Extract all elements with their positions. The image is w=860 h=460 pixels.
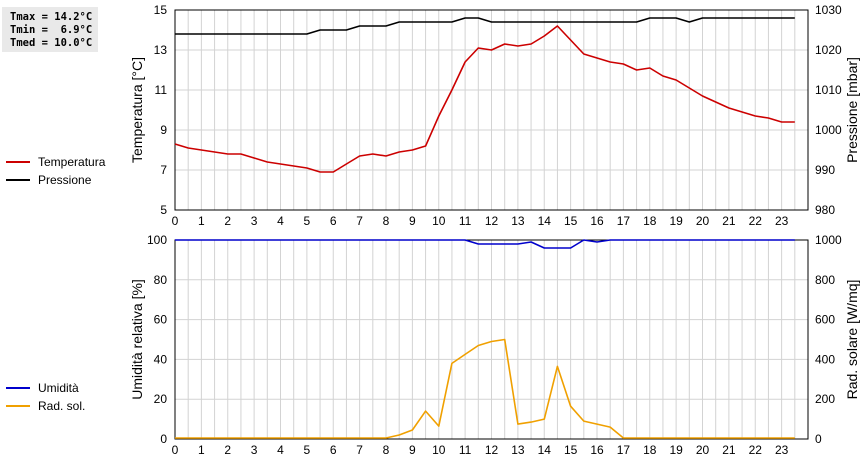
stats-box: Tmax = 14.2°C Tmin = 6.9°C Tmed = 10.0°C [2,7,98,52]
chart1-x-tick-label: 18 [643,214,657,228]
chart1-y-right-tick-label: 990 [815,163,835,177]
chart1-x-tick-label: 5 [304,214,311,228]
tmax-stat: Tmax = 14.2°C [10,11,93,23]
chart2-x-tick-label: 17 [617,443,631,457]
chart2-x-tick-label: 22 [749,443,763,457]
chart1-y-left-tick-label: 13 [154,43,168,57]
chart1-x-tick-label: 11 [459,214,472,228]
chart2-x-tick-label: 9 [409,443,416,457]
chart1-x-tick-label: 7 [356,214,363,228]
chart2-x-tick-label: 0 [172,443,179,457]
chart1-y-left-tick-label: 7 [160,163,167,177]
legend-umidit-label: Umidità [38,381,79,395]
chart1-y-left-title: Temperatura [°C] [129,57,145,163]
chart1-y-right-title: Pressione [mbar] [844,57,860,163]
chart2-y-right-tick-label: 0 [815,432,822,446]
chart1-pressione-line [175,17,795,35]
chart2-x-tick-label: 2 [224,443,231,457]
chart2-x-tick-label: 6 [330,443,337,457]
chart2-y-right-tick-label: 1000 [815,233,842,247]
legend-pressione-label: Pressione [38,173,92,187]
chart2-x-tick-label: 12 [485,443,499,457]
chart2-x-tick-label: 8 [383,443,390,457]
chart2-y-left-tick-label: 80 [154,273,168,287]
chart1-y-right-tick-label: 1020 [815,43,842,57]
chart1-x-tick-label: 9 [409,214,416,228]
chart2-plot-frame [174,239,809,440]
chart2-y-right-title: Rad. solare [W/mq] [844,280,860,400]
chart2-x-tick-label: 15 [564,443,578,457]
chart1-plot-frame [174,9,809,211]
chart2-y-right-tick-label: 200 [815,392,835,406]
chart1-y-left-tick-label: 11 [155,83,168,97]
chart1-x-tick-label: 16 [590,214,604,228]
chart1-x-tick-label: 20 [696,214,710,228]
chart2-x-tick-label: 5 [304,443,311,457]
chart2-x-tick-label: 23 [775,443,789,457]
tmin-stat: Tmin = 6.9°C [10,24,93,36]
chart2-y-left-tick-label: 0 [160,432,167,446]
chart1-x-tick-label: 10 [432,214,446,228]
chart2-y-right-tick-label: 400 [815,352,835,366]
chart1-x-tick-label: 22 [749,214,763,228]
chart1-x-tick-label: 4 [277,214,284,228]
chart2-y-left-tick-label: 100 [147,233,167,247]
chart2-x-tick-label: 18 [643,443,657,457]
chart1-x-tick-label: 15 [564,214,578,228]
chart1-x-tick-label: 19 [669,214,683,228]
chart1-x-tick-label: 0 [172,214,179,228]
chart2-y-right-tick-label: 800 [815,273,835,287]
chart2-y-left-tick-label: 20 [154,392,168,406]
chart1-y-right-tick-label: 1030 [815,3,842,17]
tmed-stat: Tmed = 10.0°C [10,37,93,49]
legend-rad-sol-label: Rad. sol. [38,399,85,413]
chart1-x-tick-label: 12 [485,214,499,228]
chart1-y-right-tick-label: 1000 [815,123,842,137]
legend-temperatura-label: Temperatura [38,155,106,169]
chart2-x-tick-label: 21 [722,443,736,457]
chart1-x-tick-label: 21 [722,214,736,228]
chart2-x-tick-label: 7 [356,443,363,457]
chart2-x-tick-label: 19 [669,443,683,457]
chart1-y-left-tick-label: 15 [154,3,168,17]
chart2-y-left-tick-label: 60 [154,313,168,327]
chart1-x-tick-label: 23 [775,214,789,228]
chart2-x-tick-label: 20 [696,443,710,457]
chart1-x-tick-label: 2 [224,214,231,228]
chart2-x-tick-label: 3 [251,443,258,457]
chart1-x-tick-label: 6 [330,214,337,228]
chart1-y-left-tick-label: 5 [160,203,167,217]
chart1-x-tick-label: 14 [538,214,552,228]
chart2-x-tick-label: 4 [277,443,284,457]
chart2-x-tick-label: 10 [432,443,446,457]
chart2-y-right-tick-label: 600 [815,313,835,327]
chart2-x-tick-label: 1 [198,443,205,457]
chart1-y-right-tick-label: 980 [815,203,835,217]
chart1-temperatura-line [174,25,795,173]
chart1-x-tick-label: 1 [198,214,205,228]
chart2-x-tick-label: 16 [590,443,604,457]
chart1-y-left-tick-label: 9 [160,123,167,137]
chart1-x-tick-label: 8 [383,214,390,228]
chart1-x-tick-label: 13 [511,214,525,228]
chart2-umidit-line [175,239,795,249]
chart2-rad-sol-line [175,338,795,439]
chart2-x-tick-label: 11 [459,443,472,457]
chart1-y-right-tick-label: 1010 [815,83,842,97]
chart2-y-left-tick-label: 40 [154,352,168,366]
chart2-x-tick-label: 14 [538,443,552,457]
chart2-y-left-title: Umidità relativa [%] [129,279,145,400]
chart1-x-tick-label: 3 [251,214,258,228]
chart1-x-tick-label: 17 [617,214,631,228]
chart2-x-tick-label: 13 [511,443,525,457]
